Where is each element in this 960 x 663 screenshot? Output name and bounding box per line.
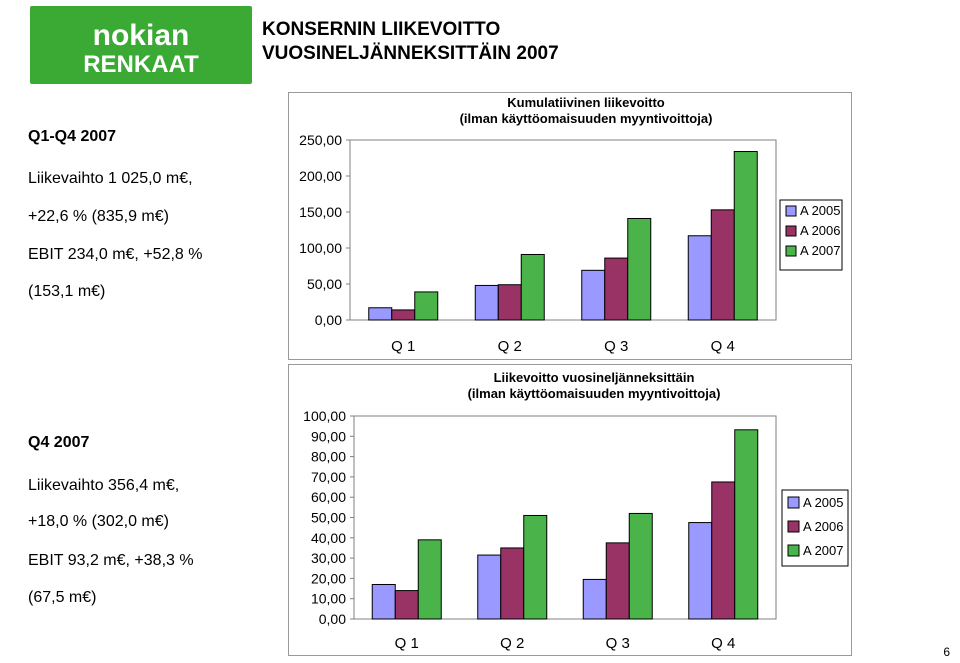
y-tick-label: 0,00 xyxy=(315,312,342,328)
legend-swatch xyxy=(787,544,800,557)
bar xyxy=(711,481,736,620)
legend-label: A 2006 xyxy=(800,223,841,238)
chart-title-line: Liikevoitto vuosineljänneksittäin xyxy=(494,370,695,385)
bar xyxy=(394,590,419,620)
x-tick-label: Q 1 xyxy=(391,338,415,355)
bottom-summary-line3: EBIT 93,2 m€, +38,3 % xyxy=(28,552,194,569)
y-tick-label: 10,00 xyxy=(311,591,346,607)
legend-label: A 2006 xyxy=(803,519,844,534)
slide-title-line1: KONSERNIN LIIKEVOITTO xyxy=(262,19,501,40)
bar xyxy=(497,284,522,321)
y-tick-label: 50,00 xyxy=(307,276,342,292)
y-tick-label: 100,00 xyxy=(303,408,346,424)
bar xyxy=(368,307,393,321)
bar xyxy=(687,235,712,321)
bar xyxy=(417,539,442,620)
bar xyxy=(628,512,653,620)
top-summary-line3: EBIT 234,0 m€, +52,8 % xyxy=(28,246,203,263)
bar xyxy=(391,309,416,321)
y-tick-label: 100,00 xyxy=(299,240,342,256)
y-tick-label: 0,00 xyxy=(319,611,346,627)
legend-label: A 2007 xyxy=(803,543,844,558)
x-tick-label: Q 3 xyxy=(606,635,630,652)
legend-swatch xyxy=(785,245,797,257)
slide-title-line2: VUOSINELJÄNNEKSITTÄIN 2007 xyxy=(262,43,559,64)
y-tick-label: 70,00 xyxy=(311,469,346,485)
cumulative-ebit-chart: Kumulatiivinen liikevoitto (ilman käyttöo… xyxy=(288,92,852,360)
bar xyxy=(474,284,499,321)
y-tick-label: 60,00 xyxy=(311,489,346,505)
y-tick-label: 40,00 xyxy=(311,530,346,546)
top-summary-line4: (153,1 m€) xyxy=(28,283,106,300)
bar xyxy=(688,522,713,620)
bar xyxy=(520,253,545,321)
bar xyxy=(523,514,548,620)
bar xyxy=(627,217,652,321)
bottom-summary-line1: Liikevaihto 356,4 m€, xyxy=(28,477,180,494)
cumulative-ebit-chart-svg: Kumulatiivinen liikevoitto(ilman käyttöo… xyxy=(288,92,852,360)
bar xyxy=(500,547,525,620)
legend-label: A 2007 xyxy=(800,243,841,258)
chart-title-line: Kumulatiivinen liikevoitto xyxy=(507,95,665,110)
plot-area xyxy=(349,139,777,321)
x-tick-label: Q 1 xyxy=(395,635,419,652)
bar xyxy=(710,209,735,321)
legend-swatch xyxy=(787,520,800,533)
bottom-summary-heading: Q4 2007 xyxy=(28,434,90,451)
top-summary-line1: Liikevaihto 1 025,0 m€, xyxy=(28,170,193,187)
bar xyxy=(734,429,759,620)
chart-title-line: (ilman käyttöomaisuuden myyntivoittoja) xyxy=(460,111,713,126)
legend-swatch xyxy=(785,205,797,217)
x-tick-label: Q 3 xyxy=(604,338,628,355)
legend-label: A 2005 xyxy=(803,495,844,510)
y-tick-label: 20,00 xyxy=(311,570,346,586)
top-summary-heading: Q1-Q4 2007 xyxy=(28,128,117,145)
bottom-summary-line2: +18,0 % (302,0 m€) xyxy=(28,513,169,530)
bar xyxy=(414,291,439,321)
legend-label: A 2005 xyxy=(800,203,841,218)
bottom-summary-line4: (67,5 m€) xyxy=(28,589,97,606)
bar xyxy=(371,583,396,620)
x-tick-label: Q 4 xyxy=(711,635,735,652)
y-tick-label: 150,00 xyxy=(299,204,342,220)
nokian-renkaat-logo: nokian RENKAAT xyxy=(30,6,252,84)
bar xyxy=(605,542,630,620)
y-tick-label: 250,00 xyxy=(299,132,342,148)
y-tick-label: 90,00 xyxy=(311,428,346,444)
y-tick-label: 30,00 xyxy=(311,550,346,566)
page-number: 6 xyxy=(943,645,950,659)
x-tick-label: Q 4 xyxy=(711,338,735,355)
bar xyxy=(581,269,606,321)
bar xyxy=(604,257,629,321)
slide-title: KONSERNIN LIIKEVOITTO VUOSINELJÄNNEKSITT… xyxy=(262,18,559,66)
y-tick-label: 50,00 xyxy=(311,510,346,526)
quarterly-ebit-chart: Liikevoitto vuosineljänneksittäin (ilman … xyxy=(288,364,852,656)
logo-line2: RENKAAT xyxy=(83,51,199,78)
bar xyxy=(582,578,607,620)
legend-swatch xyxy=(785,225,797,237)
y-tick-label: 80,00 xyxy=(311,449,346,465)
logo-line1: nokian xyxy=(93,19,190,52)
x-tick-label: Q 2 xyxy=(500,635,524,652)
x-tick-label: Q 2 xyxy=(498,338,522,355)
chart-title-line: (ilman käyttöomaisuuden myyntivoittoja) xyxy=(468,386,721,401)
top-summary-line2: +22,6 % (835,9 m€) xyxy=(28,208,169,225)
quarterly-ebit-chart-svg: Liikevoitto vuosineljänneksittäin(ilman … xyxy=(288,364,852,656)
bar xyxy=(733,151,758,321)
legend-swatch xyxy=(787,496,800,509)
y-tick-label: 200,00 xyxy=(299,168,342,184)
bar xyxy=(477,554,502,620)
